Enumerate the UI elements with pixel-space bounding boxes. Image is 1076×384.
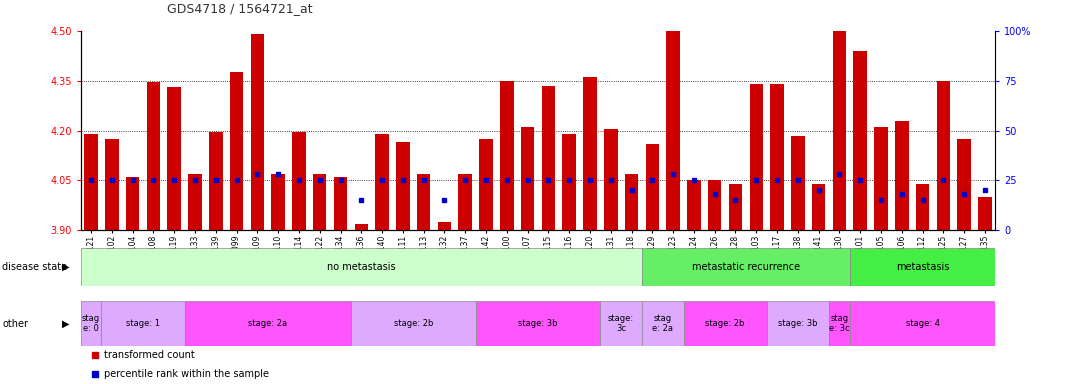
Bar xyxy=(355,224,368,230)
Bar xyxy=(105,139,118,230)
Bar xyxy=(500,81,513,230)
Bar xyxy=(850,248,995,286)
Bar xyxy=(766,301,829,346)
Text: stage: 4: stage: 4 xyxy=(906,319,939,328)
Text: stage: 1: stage: 1 xyxy=(126,319,160,328)
Bar xyxy=(476,301,600,346)
Bar xyxy=(688,180,700,230)
Bar xyxy=(81,248,642,286)
Bar xyxy=(230,72,243,230)
Text: stage: 3b: stage: 3b xyxy=(778,319,818,328)
Bar xyxy=(683,301,766,346)
Bar xyxy=(334,177,348,230)
Bar xyxy=(833,0,846,230)
Bar xyxy=(829,301,850,346)
Bar xyxy=(812,184,825,230)
Text: metastasis: metastasis xyxy=(896,262,949,272)
Bar xyxy=(416,174,430,230)
Bar xyxy=(81,301,101,346)
Bar xyxy=(750,84,763,230)
Bar xyxy=(251,34,264,230)
Text: stage: 3b: stage: 3b xyxy=(519,319,557,328)
Bar xyxy=(168,87,181,230)
Bar xyxy=(850,301,995,346)
Bar xyxy=(396,142,410,230)
Bar xyxy=(351,301,476,346)
Text: disease state: disease state xyxy=(2,262,68,272)
Bar xyxy=(313,174,326,230)
Text: no metastasis: no metastasis xyxy=(327,262,396,272)
Bar xyxy=(521,127,535,230)
Bar xyxy=(293,132,306,230)
Bar xyxy=(84,134,98,230)
Text: stag
e: 2a: stag e: 2a xyxy=(652,314,674,333)
Bar xyxy=(583,77,597,230)
Bar xyxy=(600,301,642,346)
Bar xyxy=(666,0,680,230)
Bar xyxy=(563,134,576,230)
Bar xyxy=(271,174,285,230)
Bar xyxy=(209,132,223,230)
Bar xyxy=(185,301,351,346)
Bar xyxy=(625,174,638,230)
Bar xyxy=(895,121,908,230)
Text: ▶: ▶ xyxy=(62,318,70,329)
Bar xyxy=(791,136,805,230)
Bar xyxy=(916,184,930,230)
Text: stag
e: 3c: stag e: 3c xyxy=(830,314,850,333)
Bar xyxy=(642,248,850,286)
Text: GDS4718 / 1564721_at: GDS4718 / 1564721_at xyxy=(167,2,312,15)
Bar xyxy=(770,84,783,230)
Bar xyxy=(604,129,618,230)
Bar xyxy=(541,86,555,230)
Bar xyxy=(708,180,721,230)
Text: other: other xyxy=(2,318,28,329)
Bar xyxy=(101,301,185,346)
Text: stage: 2a: stage: 2a xyxy=(249,319,287,328)
Bar xyxy=(646,144,660,230)
Bar xyxy=(728,184,742,230)
Bar xyxy=(853,51,867,230)
Bar xyxy=(978,197,992,230)
Bar xyxy=(126,177,140,230)
Bar xyxy=(146,82,160,230)
Bar xyxy=(479,139,493,230)
Text: stage: 2b: stage: 2b xyxy=(706,319,745,328)
Text: percentile rank within the sample: percentile rank within the sample xyxy=(104,369,269,379)
Text: stag
e: 0: stag e: 0 xyxy=(82,314,100,333)
Text: stage:
3c: stage: 3c xyxy=(608,314,634,333)
Text: metastatic recurrence: metastatic recurrence xyxy=(692,262,799,272)
Bar xyxy=(188,174,202,230)
Bar xyxy=(458,174,472,230)
Text: ▶: ▶ xyxy=(62,262,70,272)
Text: transformed count: transformed count xyxy=(104,350,195,360)
Bar xyxy=(438,222,451,230)
Bar xyxy=(936,81,950,230)
Bar xyxy=(874,127,888,230)
Bar xyxy=(958,139,971,230)
Bar xyxy=(376,134,388,230)
Bar xyxy=(642,301,683,346)
Text: stage: 2b: stage: 2b xyxy=(394,319,433,328)
